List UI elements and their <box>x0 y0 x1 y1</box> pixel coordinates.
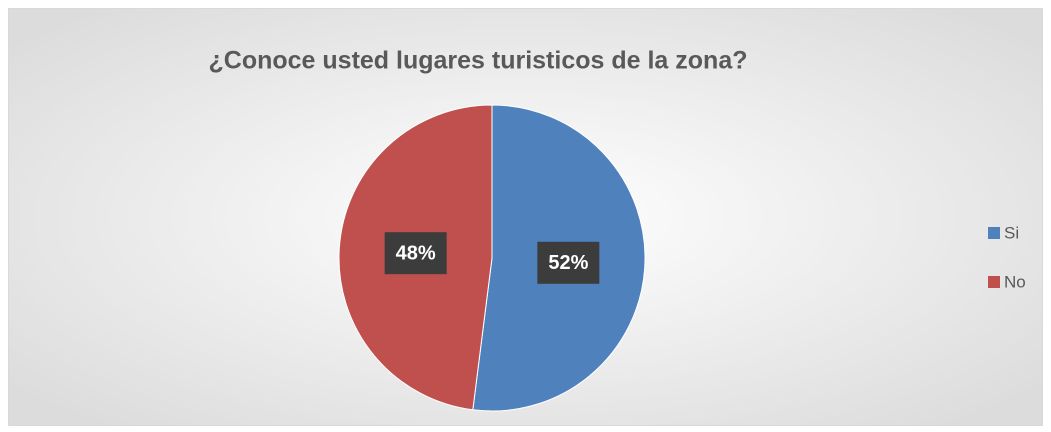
legend-label: Si <box>1004 223 1019 242</box>
legend-label: No <box>1004 272 1026 291</box>
chart-title: ¿Conoce usted lugares turisticos de la z… <box>209 47 748 75</box>
data-label-box <box>537 241 600 284</box>
data-label: 48% <box>396 242 436 264</box>
legend-swatch <box>988 227 1000 239</box>
legend-swatch <box>988 276 1000 288</box>
data-label: 52% <box>548 252 588 274</box>
data-label-box <box>384 232 447 275</box>
